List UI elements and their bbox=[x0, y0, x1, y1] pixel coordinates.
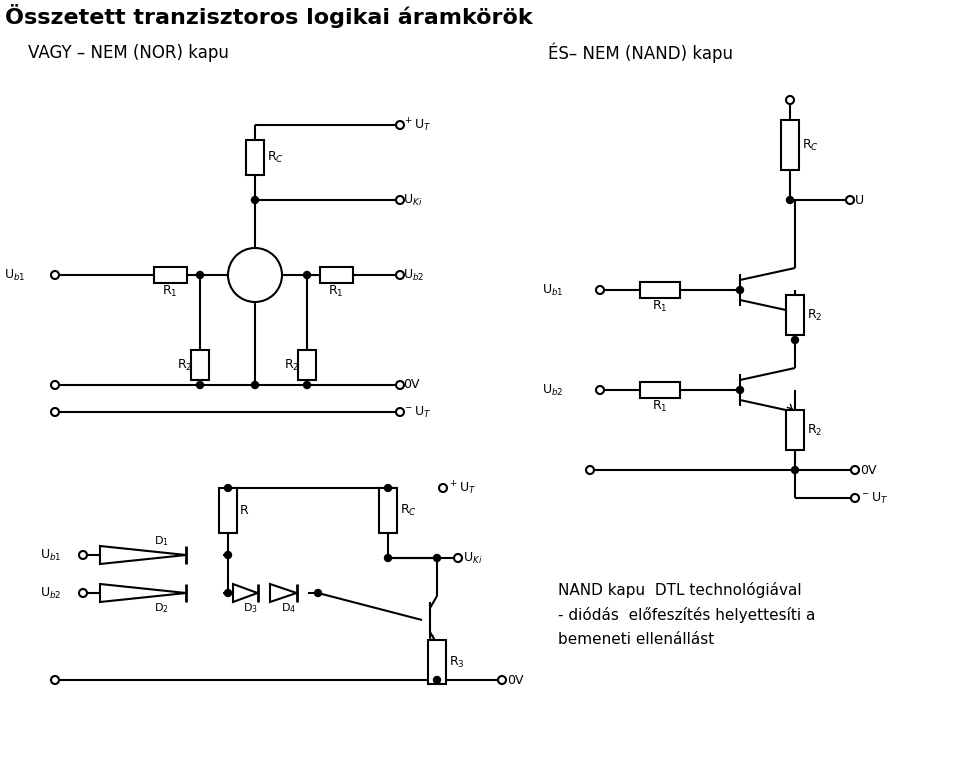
Circle shape bbox=[396, 121, 404, 129]
Bar bbox=[786, 410, 804, 450]
Text: D$_3$: D$_3$ bbox=[243, 601, 258, 615]
Text: 0V: 0V bbox=[860, 464, 876, 477]
Circle shape bbox=[498, 676, 506, 684]
Text: U$_{b1}$: U$_{b1}$ bbox=[542, 282, 564, 298]
Circle shape bbox=[51, 676, 59, 684]
Text: R$_2$: R$_2$ bbox=[807, 422, 823, 438]
Text: 0V: 0V bbox=[507, 674, 523, 687]
Circle shape bbox=[303, 381, 310, 388]
Bar bbox=[379, 488, 397, 533]
Bar bbox=[191, 350, 209, 380]
Text: R$_2$: R$_2$ bbox=[177, 358, 192, 372]
Text: U$_{b2}$: U$_{b2}$ bbox=[542, 382, 564, 398]
Circle shape bbox=[786, 197, 794, 204]
Text: R$_1$: R$_1$ bbox=[652, 398, 668, 414]
Text: R$_2$: R$_2$ bbox=[807, 308, 823, 322]
Text: U$_{b2}$: U$_{b2}$ bbox=[40, 585, 61, 601]
Text: R: R bbox=[240, 504, 249, 517]
Circle shape bbox=[385, 554, 392, 561]
Bar bbox=[154, 267, 187, 283]
Circle shape bbox=[385, 484, 392, 491]
Text: 0V: 0V bbox=[403, 378, 420, 391]
Polygon shape bbox=[100, 546, 186, 564]
Circle shape bbox=[197, 271, 204, 278]
Bar bbox=[298, 350, 316, 380]
Circle shape bbox=[225, 590, 231, 597]
Text: U$_{b1}$: U$_{b1}$ bbox=[4, 268, 26, 282]
Polygon shape bbox=[270, 584, 297, 602]
Text: R$_3$: R$_3$ bbox=[449, 654, 465, 670]
Text: D$_1$: D$_1$ bbox=[154, 534, 169, 548]
Text: U$_{Ki}$: U$_{Ki}$ bbox=[403, 192, 422, 208]
Circle shape bbox=[303, 271, 310, 278]
Circle shape bbox=[596, 286, 604, 294]
Circle shape bbox=[396, 196, 404, 204]
Text: $^-$U$_T$: $^-$U$_T$ bbox=[403, 404, 431, 420]
Polygon shape bbox=[233, 584, 257, 602]
Circle shape bbox=[225, 551, 231, 558]
Circle shape bbox=[252, 381, 258, 388]
Bar bbox=[640, 382, 680, 398]
Bar bbox=[428, 640, 446, 684]
Bar bbox=[640, 282, 680, 298]
Text: R$_C$: R$_C$ bbox=[400, 503, 417, 518]
Circle shape bbox=[851, 494, 859, 502]
Circle shape bbox=[79, 589, 87, 597]
Bar bbox=[786, 295, 804, 335]
Circle shape bbox=[596, 386, 604, 394]
Text: R$_C$: R$_C$ bbox=[267, 150, 284, 165]
Circle shape bbox=[586, 466, 594, 474]
Circle shape bbox=[51, 271, 59, 279]
Circle shape bbox=[197, 381, 204, 388]
Circle shape bbox=[225, 484, 231, 491]
Circle shape bbox=[439, 484, 447, 492]
Circle shape bbox=[51, 381, 59, 389]
Circle shape bbox=[396, 271, 404, 279]
Circle shape bbox=[791, 467, 799, 474]
Circle shape bbox=[851, 466, 859, 474]
Text: U$_{b1}$: U$_{b1}$ bbox=[40, 548, 61, 563]
Text: U$_{Ki}$: U$_{Ki}$ bbox=[463, 551, 483, 565]
Bar bbox=[781, 120, 799, 170]
Circle shape bbox=[228, 248, 282, 302]
Text: R$_1$: R$_1$ bbox=[652, 298, 668, 314]
Circle shape bbox=[51, 408, 59, 416]
Circle shape bbox=[791, 337, 799, 344]
Text: R$_1$: R$_1$ bbox=[162, 284, 178, 298]
Text: $^+$U$_T$: $^+$U$_T$ bbox=[448, 479, 476, 497]
Text: R$_C$: R$_C$ bbox=[802, 138, 819, 152]
Bar bbox=[219, 488, 237, 533]
Circle shape bbox=[736, 387, 743, 394]
Circle shape bbox=[434, 677, 441, 684]
Text: D$_4$: D$_4$ bbox=[281, 601, 297, 615]
Text: VAGY – NEM (NOR) kapu: VAGY – NEM (NOR) kapu bbox=[28, 44, 228, 62]
Text: D$_2$: D$_2$ bbox=[155, 601, 169, 615]
Text: U$_{b2}$: U$_{b2}$ bbox=[403, 268, 424, 282]
Bar bbox=[320, 267, 353, 283]
Text: bemeneti ellenállást: bemeneti ellenállást bbox=[558, 632, 714, 647]
Circle shape bbox=[252, 197, 258, 204]
Text: R$_1$: R$_1$ bbox=[328, 284, 344, 298]
Circle shape bbox=[736, 287, 743, 294]
Circle shape bbox=[79, 551, 87, 559]
Text: Összetett tranzisztoros logikai áramkörök: Összetett tranzisztoros logikai áramkörö… bbox=[5, 4, 533, 28]
Text: NAND kapu  DTL technológiával: NAND kapu DTL technológiával bbox=[558, 582, 802, 598]
Bar bbox=[246, 140, 264, 175]
Circle shape bbox=[396, 408, 404, 416]
Circle shape bbox=[454, 554, 462, 562]
Polygon shape bbox=[100, 584, 186, 602]
Circle shape bbox=[786, 96, 794, 104]
Circle shape bbox=[396, 381, 404, 389]
Circle shape bbox=[315, 590, 322, 597]
Text: R$_2$: R$_2$ bbox=[284, 358, 300, 372]
Text: $^-$U$_T$: $^-$U$_T$ bbox=[860, 491, 888, 505]
Circle shape bbox=[434, 554, 441, 561]
Circle shape bbox=[846, 196, 854, 204]
Text: - diódás  előfeszítés helyettesíti a: - diódás előfeszítés helyettesíti a bbox=[558, 607, 815, 623]
Text: $^+$U$_T$: $^+$U$_T$ bbox=[403, 116, 431, 134]
Text: ÉS– NEM (NAND) kapu: ÉS– NEM (NAND) kapu bbox=[548, 43, 733, 63]
Text: U: U bbox=[855, 194, 864, 207]
